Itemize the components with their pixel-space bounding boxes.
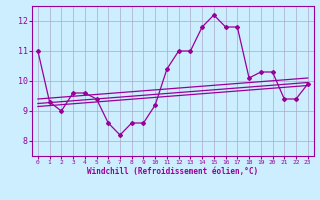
X-axis label: Windchill (Refroidissement éolien,°C): Windchill (Refroidissement éolien,°C) [87, 167, 258, 176]
